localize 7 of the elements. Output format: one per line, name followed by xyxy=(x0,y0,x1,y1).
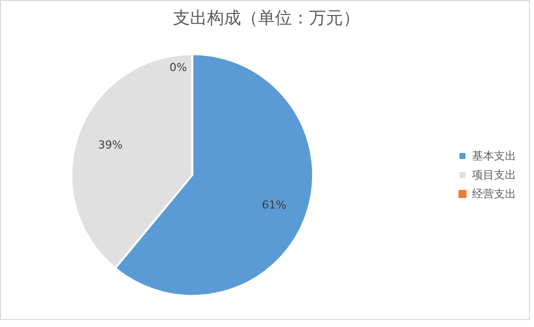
data-label: 61% xyxy=(262,198,286,212)
chart-title: 支出构成（单位：万元） xyxy=(173,8,360,28)
text: 0% xyxy=(169,60,187,74)
legend-label: 经营支出 xyxy=(472,186,516,201)
data-label: 39% xyxy=(98,138,123,152)
legend-label: 基本支出 xyxy=(472,148,516,163)
legend-label: 项目支出 xyxy=(472,167,516,182)
